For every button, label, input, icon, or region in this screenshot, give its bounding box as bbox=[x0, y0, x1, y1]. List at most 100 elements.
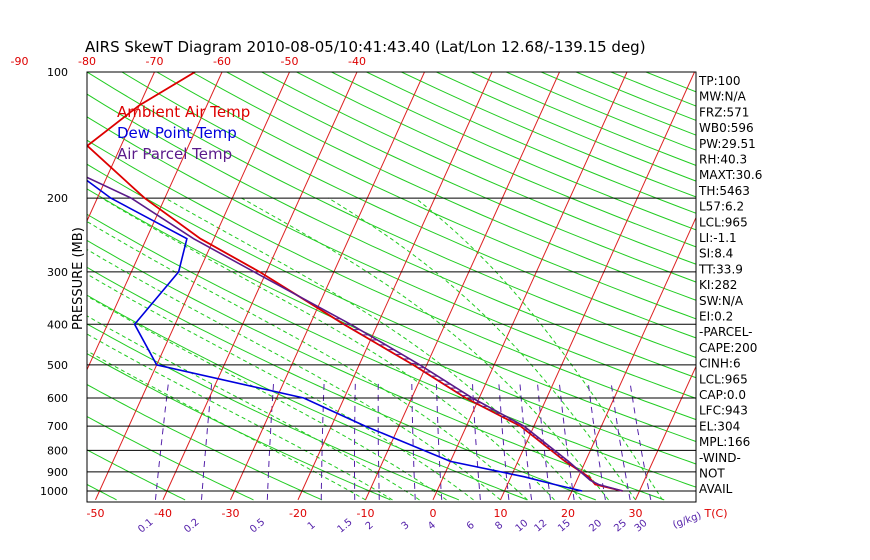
dry-adiabat-line bbox=[226, 72, 696, 283]
mixing-ratio-tick-label: 2 bbox=[364, 520, 376, 533]
legend-entry: Dew Point Temp bbox=[117, 124, 237, 142]
index-item: PW:29.51 bbox=[699, 137, 756, 151]
mixing-ratio-tick-label: 20 bbox=[587, 518, 604, 535]
index-item: FRZ:571 bbox=[699, 105, 749, 119]
index-item: MAXT:30.6 bbox=[699, 168, 762, 182]
index-item: CAPE:200 bbox=[699, 341, 757, 355]
grid-layer bbox=[0, 72, 870, 501]
top-temp-tick-label: -90 bbox=[11, 55, 29, 68]
dry-adiabat-line bbox=[87, 415, 254, 501]
bottom-temp-tick-label: -20 bbox=[289, 507, 307, 520]
moist-adiabat-line bbox=[87, 333, 393, 501]
moist-adiabat-line bbox=[415, 197, 663, 501]
mixing-ratio-line bbox=[629, 382, 652, 501]
mixing-ratio-line bbox=[320, 382, 325, 500]
bottom-temp-tick-label: 10 bbox=[494, 507, 508, 520]
index-item: CAP:0.0 bbox=[699, 388, 746, 402]
index-item: KI:282 bbox=[699, 278, 737, 292]
index-item: LCL:965 bbox=[699, 372, 748, 386]
pressure-tick-label: 300 bbox=[47, 266, 68, 279]
mixing-ratio-tick-label: 0.2 bbox=[182, 517, 201, 536]
moist-adiabat-line bbox=[241, 197, 609, 501]
pressure-tick-label: 800 bbox=[47, 444, 68, 457]
top-temp-tick-label: -60 bbox=[213, 55, 231, 68]
mixing-ratio-line bbox=[558, 382, 575, 500]
moist-adiabat-line bbox=[101, 197, 555, 501]
legend: Ambient Air Temp Dew Point Temp Air Parcel… bbox=[117, 103, 250, 163]
index-item: CINH:6 bbox=[699, 357, 741, 371]
dry-adiabat-line bbox=[471, 72, 696, 167]
bottom-temp-unit: T(C) bbox=[704, 507, 728, 520]
chart-title: AIRS SkewT Diagram 2010-08-05/10:41:43.4… bbox=[85, 38, 646, 56]
dry-adiabat-line bbox=[87, 72, 696, 359]
mixing-ratio-tick-label: 15 bbox=[556, 518, 573, 535]
isotherm-line bbox=[635, 365, 696, 501]
bottom-temp-tick-label: -30 bbox=[222, 507, 240, 520]
bottom-temp-tick-label: -50 bbox=[87, 507, 105, 520]
pressure-tick-label: 500 bbox=[47, 359, 68, 372]
dry-adiabat-line bbox=[87, 213, 696, 488]
isotherm-line bbox=[162, 72, 358, 501]
index-item: MPL:166 bbox=[699, 435, 750, 449]
mixing-ratio-line bbox=[155, 382, 169, 500]
series-line bbox=[87, 176, 623, 492]
isotherm-line bbox=[838, 72, 870, 500]
mixing-ratio-tick-label: 1.5 bbox=[335, 517, 354, 536]
dry-adiabat-line bbox=[121, 72, 696, 339]
index-item: SI:8.4 bbox=[699, 247, 733, 261]
index-item: EL:304 bbox=[699, 419, 740, 433]
legend-entry: Air Parcel Temp bbox=[117, 145, 232, 163]
mixing-ratio-tick-label: 0.1 bbox=[136, 517, 155, 536]
dry-adiabat-line bbox=[156, 72, 696, 320]
pressure-tick-label: 700 bbox=[47, 420, 68, 433]
index-item: MW:N/A bbox=[699, 90, 747, 104]
mixing-ratio-tick-label: 6 bbox=[465, 520, 477, 533]
moist-adiabat-line bbox=[87, 220, 528, 501]
index-item: RH:40.3 bbox=[699, 153, 747, 167]
index-item: WB0:596 bbox=[699, 121, 754, 135]
isotherm-line bbox=[365, 72, 560, 501]
top-temp-tick-label: -70 bbox=[146, 55, 164, 68]
pressure-tick-label: 600 bbox=[47, 392, 68, 405]
isotherm-line bbox=[0, 72, 20, 500]
mixing-ratio-tick-label: 8 bbox=[493, 520, 505, 533]
mixing-ratio-tick-label: 1 bbox=[306, 520, 318, 533]
dry-adiabat-line bbox=[87, 266, 596, 501]
isotherm-line bbox=[95, 72, 290, 501]
series-line bbox=[87, 72, 623, 492]
mixing-ratio-tick-label: 30 bbox=[633, 518, 650, 535]
isotherm-line bbox=[87, 72, 223, 371]
index-item: LI:-1.1 bbox=[699, 231, 737, 245]
isotherm-line bbox=[297, 72, 493, 501]
moist-adiabat-line bbox=[87, 273, 474, 501]
mixing-ratio-line bbox=[377, 382, 380, 500]
bottom-temp-tick-label: 30 bbox=[629, 507, 643, 520]
profile-layer bbox=[87, 72, 623, 492]
mixing-ratio-tick-label: 10 bbox=[514, 518, 531, 535]
pressure-tick-label: 200 bbox=[47, 192, 68, 205]
index-item: LCL:965 bbox=[699, 215, 748, 229]
moist-adiabat-line bbox=[328, 197, 636, 501]
dry-adiabat-line bbox=[0, 72, 48, 500]
isotherm-line bbox=[230, 72, 425, 501]
pressure-tick-label: 1000 bbox=[40, 485, 68, 498]
mixing-ratio-unit: (g/kg) bbox=[671, 510, 703, 531]
index-item: TT:33.9 bbox=[698, 262, 743, 276]
dry-adiabat-line bbox=[296, 72, 696, 248]
dry-adiabat-line bbox=[87, 449, 186, 501]
mixing-ratio-tick-label: 0.5 bbox=[248, 517, 267, 536]
index-item: NOT bbox=[699, 467, 725, 481]
dry-adiabat-line bbox=[401, 72, 696, 198]
bottom-temp-tick-label: -10 bbox=[357, 507, 375, 520]
index-item: LFC:943 bbox=[699, 404, 748, 418]
mixing-ratio-line bbox=[266, 382, 275, 500]
bottom-temp-tick-label: 0 bbox=[430, 507, 437, 520]
index-item: AVAIL bbox=[699, 482, 733, 496]
isotherm-line bbox=[500, 72, 695, 501]
index-item: SW:N/A bbox=[699, 294, 744, 308]
dry-adiabat-line bbox=[87, 93, 696, 379]
dry-adiabat-line bbox=[87, 383, 323, 501]
index-item: TH:5463 bbox=[698, 184, 750, 198]
moist-adiabat-line bbox=[165, 197, 582, 501]
